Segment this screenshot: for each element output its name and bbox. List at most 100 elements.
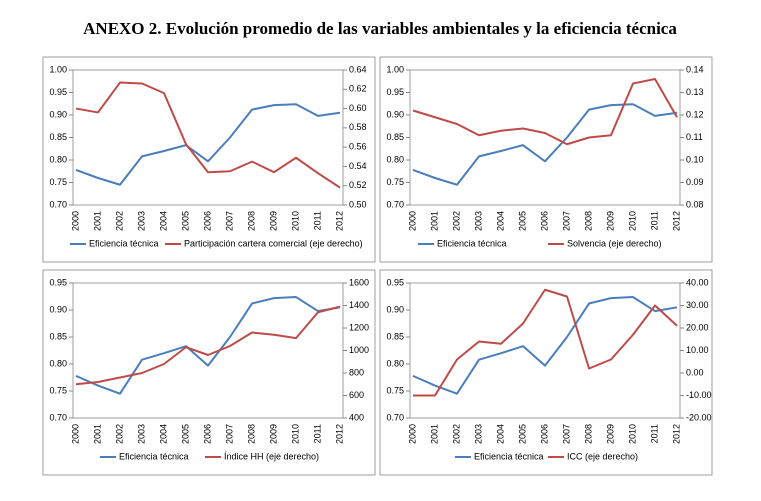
y2-tick-label: 30.00 (686, 300, 709, 310)
x-tick-label: 2002 (451, 424, 461, 444)
chart-panel: 0.70 0.75 0.80 0.85 0.90 0.95 -20.00 -10.00 0.00… (379, 269, 713, 476)
y2-tick-label: 0.09 (686, 177, 704, 187)
y-tick-label: 0.70 (386, 199, 404, 209)
series-line (412, 78, 678, 146)
y-tick-label: 1.00 (386, 64, 404, 74)
series-line (75, 103, 341, 186)
y2-tick-label: 0.50 (349, 199, 367, 209)
y-tick-label: 0.75 (386, 177, 404, 187)
x-tick-label: 2002 (114, 424, 124, 444)
y-tick-label: 0.75 (49, 385, 67, 395)
x-tick-label: 2003 (473, 424, 483, 444)
y2-tick-label: 1000 (349, 345, 369, 355)
y-tick-label: 0.85 (49, 331, 67, 341)
chart-panel: 0.70 0.75 0.80 0.85 0.90 0.95 400 600 800 1000 120… (42, 269, 376, 476)
x-tick-label: 2007 (561, 211, 571, 231)
y-tick-label: 0.80 (386, 358, 404, 368)
x-tick-label: 2004 (158, 424, 168, 444)
x-tick-label: 2002 (114, 211, 124, 231)
x-tick-label: 2000 (407, 424, 417, 444)
legend-label: Eficiencia técnica (89, 238, 159, 248)
x-tick-label: 2010 (627, 424, 637, 444)
y2-tick-label: 1200 (349, 322, 369, 332)
chart-panel: 0.70 0.75 0.80 0.85 0.90 0.95 1.00 0.08 0.09 0.10… (379, 56, 713, 263)
x-tick-label: 2010 (290, 211, 300, 231)
x-tick-label: 2009 (605, 211, 615, 231)
legend-label: ICC (eje derecho) (567, 451, 638, 461)
panel-border (379, 269, 713, 476)
y2-tick-label: 400 (349, 412, 364, 422)
x-tick-label: 2011 (649, 211, 659, 230)
x-tick-label: 2012 (334, 211, 344, 231)
legend-label: Eficiencia técnica (474, 451, 544, 461)
x-tick-label: 2012 (671, 424, 681, 444)
y2-tick-label: 0.11 (686, 132, 703, 142)
y-tick-label: 0.95 (49, 87, 67, 97)
y2-tick-label: 0.54 (349, 161, 367, 171)
x-tick-label: 2004 (495, 211, 505, 231)
x-tick-label: 2012 (334, 424, 344, 444)
y-tick-label: 0.85 (386, 331, 404, 341)
x-tick-label: 2008 (583, 424, 593, 444)
y-tick-label: 1.00 (49, 64, 67, 74)
y-tick-label: 0.85 (386, 132, 404, 142)
x-tick-label: 2000 (70, 211, 80, 231)
x-tick-label: 2005 (180, 424, 190, 444)
y2-tick-label: 600 (349, 390, 364, 400)
legend-label: Eficiencia técnica (119, 451, 189, 461)
y2-tick-label: 0.00 (686, 367, 704, 377)
legend-label: Participación cartera comercial (eje der… (184, 238, 363, 248)
legend-label: Eficiencia técnica (437, 238, 507, 248)
y-tick-label: 0.95 (49, 277, 67, 287)
x-tick-label: 2008 (246, 424, 256, 444)
x-tick-label: 2008 (246, 211, 256, 231)
plot-frame (409, 282, 681, 419)
series-line (75, 296, 341, 395)
y2-tick-label: 0.10 (686, 154, 704, 164)
x-tick-label: 2010 (627, 211, 637, 231)
series-line (75, 81, 341, 189)
y-tick-label: 0.80 (49, 154, 67, 164)
y2-tick-label: 10.00 (686, 345, 709, 355)
y2-tick-label: 0.14 (686, 64, 704, 74)
x-tick-label: 2005 (517, 211, 527, 231)
y2-tick-label: 0.60 (349, 103, 367, 113)
x-tick-label: 2012 (671, 211, 681, 231)
y-tick-label: 0.85 (49, 132, 67, 142)
y-tick-label: 0.95 (386, 277, 404, 287)
x-tick-label: 2001 (429, 211, 439, 231)
series-line (75, 305, 341, 386)
x-tick-label: 2011 (312, 211, 322, 230)
series-line (412, 103, 678, 186)
y2-tick-label: 0.52 (349, 180, 367, 190)
panel-border (42, 56, 376, 263)
y2-tick-label: -20.00 (686, 412, 712, 422)
x-tick-label: 2001 (92, 424, 102, 444)
y-tick-label: 0.80 (49, 358, 67, 368)
x-tick-label: 2009 (605, 424, 615, 444)
y2-tick-label: 0.56 (349, 142, 367, 152)
y2-tick-label: 0.13 (686, 87, 704, 97)
x-tick-label: 2007 (561, 424, 571, 444)
y-tick-label: 0.90 (49, 304, 67, 314)
series-line (413, 288, 678, 397)
x-tick-label: 2008 (583, 211, 593, 231)
x-tick-label: 2006 (202, 424, 212, 444)
x-tick-label: 2001 (429, 424, 439, 444)
panel-border (379, 56, 713, 263)
y-tick-label: 0.70 (49, 412, 67, 422)
y2-tick-label: 1400 (349, 300, 369, 310)
y-tick-label: 0.90 (386, 304, 404, 314)
x-tick-label: 2007 (224, 424, 234, 444)
x-tick-label: 2005 (180, 211, 190, 231)
x-tick-label: 2002 (451, 211, 461, 231)
y2-tick-label: -10.00 (686, 390, 712, 400)
x-tick-label: 2006 (202, 211, 212, 231)
x-tick-label: 2000 (70, 424, 80, 444)
x-tick-label: 2004 (495, 424, 505, 444)
y-tick-label: 0.90 (49, 109, 67, 119)
y2-tick-label: 20.00 (686, 322, 709, 332)
x-tick-label: 2005 (517, 424, 527, 444)
x-tick-label: 2003 (473, 211, 483, 231)
